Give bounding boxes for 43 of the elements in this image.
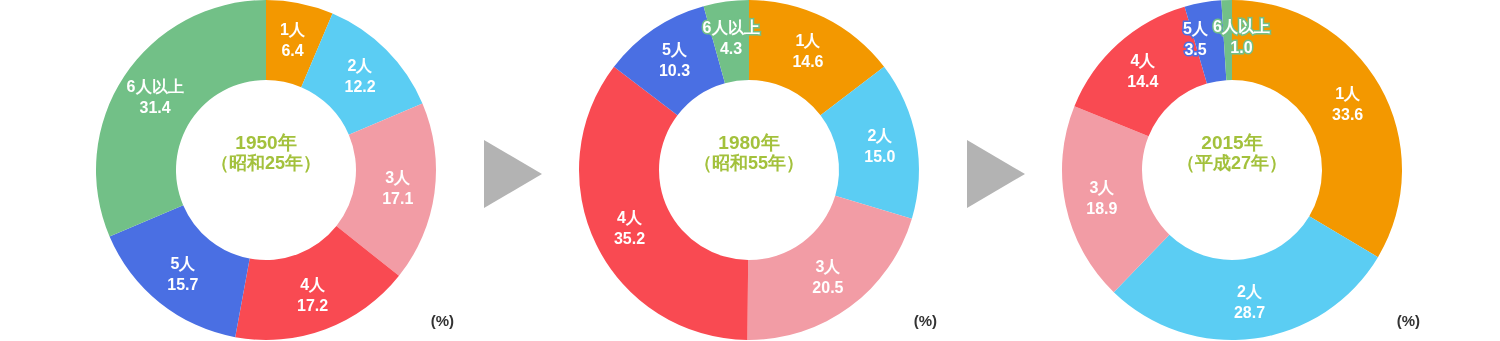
slice-label: 3人 xyxy=(1089,178,1116,196)
text: (%) xyxy=(913,312,937,329)
slice-label: 5人 xyxy=(662,40,688,58)
slice-label: 4人 xyxy=(617,209,643,227)
data-label: 10.3 xyxy=(658,61,691,79)
data-label: 20.5 xyxy=(812,279,844,297)
data-label: 14.6 xyxy=(792,52,824,70)
text: 1980年 xyxy=(718,132,780,153)
slice-label: 3人 xyxy=(815,258,842,276)
data-label: 12.2 xyxy=(344,77,376,95)
slice-label: 5人 xyxy=(170,254,197,272)
slice-label: 4人 xyxy=(1130,52,1157,70)
data-label: 28.7 xyxy=(1233,303,1266,321)
data-label: 31.4 xyxy=(139,98,171,116)
text: (%) xyxy=(1396,312,1420,329)
slice-label: 6人以上 xyxy=(702,19,760,37)
text: （昭和55年） xyxy=(693,153,805,173)
data-label: 33.6 xyxy=(1332,106,1364,124)
slice-label: 1人 xyxy=(280,20,307,38)
text: (%) xyxy=(430,312,454,329)
text: 2015年 xyxy=(1201,132,1263,153)
slice-label: 2人 xyxy=(867,127,894,145)
slice-label: 6人以上 xyxy=(126,77,184,95)
data-label: 15.7 xyxy=(167,275,199,293)
text: （平成27年） xyxy=(1176,153,1288,173)
data-label: 15.0 xyxy=(864,148,896,166)
slice-label: 3人 xyxy=(385,168,412,186)
slice-label: 4人 xyxy=(300,275,327,293)
data-label: 17.1 xyxy=(382,189,414,207)
slice-label: 1人 xyxy=(1335,85,1362,103)
data-label: 18.9 xyxy=(1086,199,1118,217)
slice-label: 2人 xyxy=(347,56,374,74)
data-label: 17.2 xyxy=(297,296,329,314)
data-label: 14.4 xyxy=(1127,73,1159,91)
slice-label: 1人 xyxy=(795,31,822,49)
text: （昭和25年） xyxy=(210,153,322,173)
slice-label: 2人 xyxy=(1237,282,1263,300)
data-label: 4.3 xyxy=(719,40,743,58)
data-label: 35.2 xyxy=(613,230,646,248)
text: 1950年 xyxy=(235,132,297,153)
slice-label: 5人 xyxy=(1183,19,1209,37)
data-label: 6.4 xyxy=(281,41,304,59)
data-label: 1.0 xyxy=(1230,39,1253,57)
